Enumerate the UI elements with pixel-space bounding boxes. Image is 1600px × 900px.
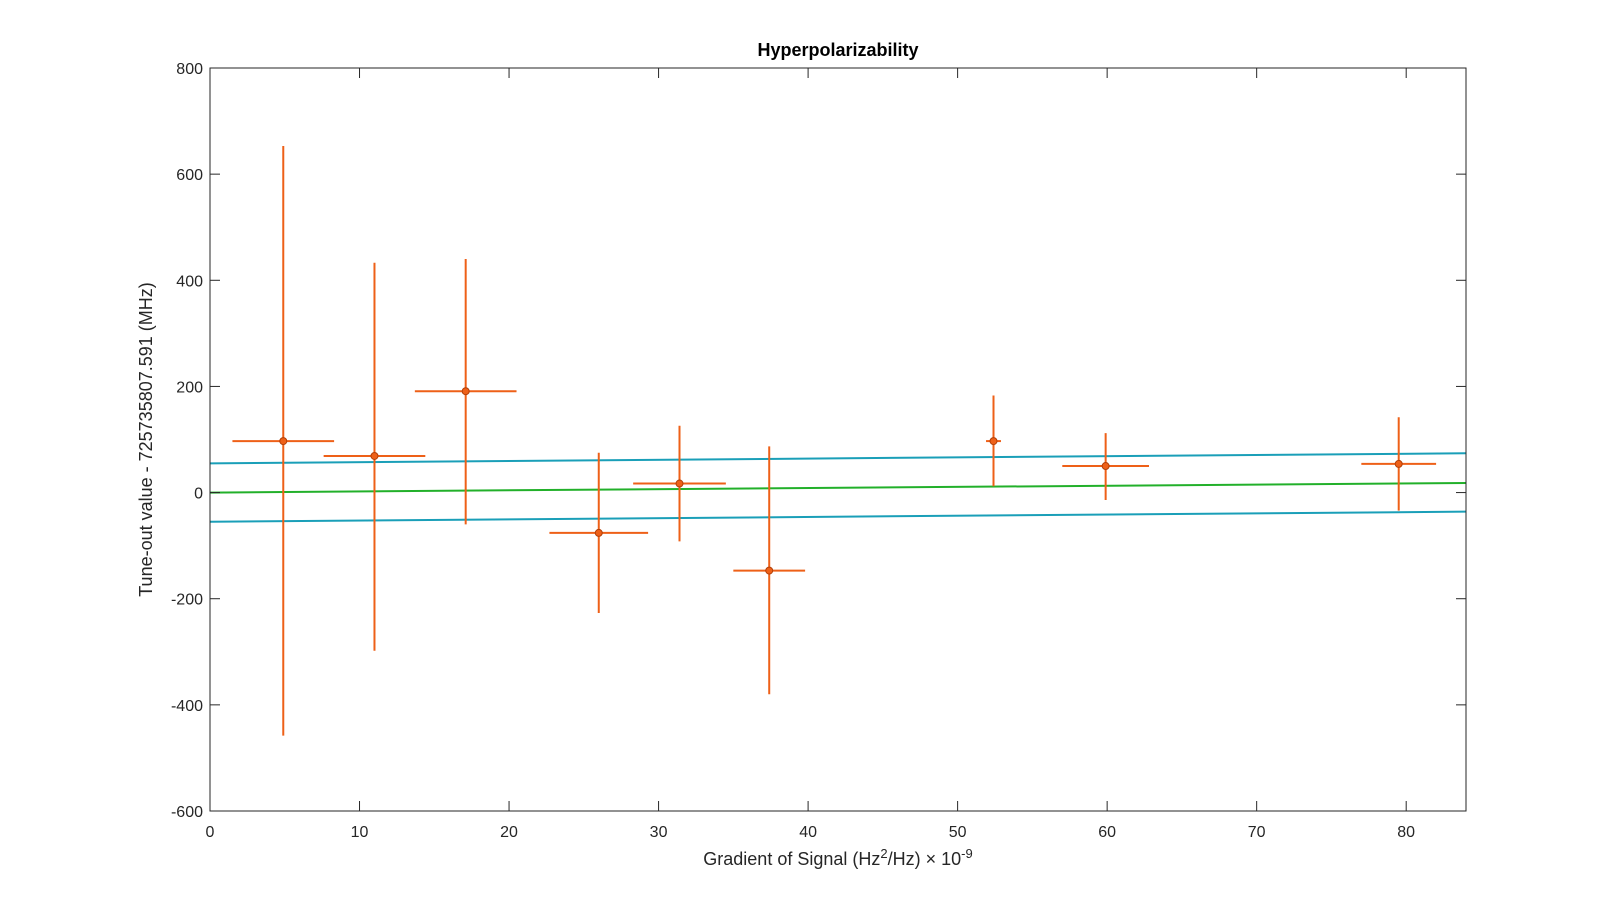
x-tick-label: 60 — [1098, 824, 1116, 841]
data-point — [461, 387, 470, 396]
y-tick-label: 600 — [176, 167, 203, 184]
data-point — [1394, 459, 1403, 468]
x-axis-label-base: 10 — [936, 849, 961, 869]
fit-line — [209, 482, 1467, 494]
x-axis-label-middle: /Hz) — [888, 849, 926, 869]
x-axis-label-prefix: Gradient of Signal (Hz — [703, 849, 880, 869]
data-point-group — [232, 146, 335, 736]
x-tick-label: 50 — [949, 824, 967, 841]
y-tick-label: -200 — [171, 592, 203, 609]
x-axis-label-sup: 2 — [880, 846, 887, 861]
fit-line — [209, 452, 1467, 465]
x-tick-label: 20 — [500, 824, 518, 841]
y-tick-label: 200 — [176, 379, 203, 396]
axes-box — [209, 67, 1467, 812]
chart-title: Hyperpolarizability — [757, 40, 918, 60]
data-point — [989, 437, 998, 446]
data-point — [594, 528, 603, 537]
x-tick-label: 40 — [799, 824, 817, 841]
y-tick-label: -600 — [171, 804, 203, 821]
fit-line — [209, 510, 1467, 523]
data-point-group — [549, 452, 649, 614]
plot-area — [209, 146, 1467, 736]
x-tick-label: 0 — [206, 824, 215, 841]
data-point — [675, 479, 684, 488]
data-point-group — [986, 395, 1001, 487]
data-point-group — [414, 259, 517, 525]
x-tick-label: 70 — [1248, 824, 1266, 841]
y-tick-label: 0 — [194, 486, 203, 503]
data-point — [279, 437, 288, 446]
data-point-group — [1361, 417, 1437, 511]
x-tick-label: 10 — [351, 824, 369, 841]
x-axis-label: Gradient of Signal (Hz2/Hz) × 10-9 — [703, 846, 972, 870]
x-axis-label-times: × — [926, 849, 937, 869]
data-point-group — [1062, 433, 1150, 501]
y-tick-label: 400 — [176, 273, 203, 290]
y-tick-label: -400 — [171, 698, 203, 715]
data-point — [1101, 462, 1110, 471]
x-axis-label-exp: -9 — [961, 846, 973, 861]
axis-ticks: 0 10 20 30 40 50 60 70 80 -600 -400 -200 0 200 400 600 8… — [171, 61, 1466, 841]
y-tick-label: 800 — [176, 61, 203, 78]
data-point — [370, 451, 379, 460]
data-point-group — [633, 425, 726, 542]
data-point-group — [323, 262, 426, 651]
data-point — [765, 566, 774, 575]
x-tick-label: 80 — [1397, 824, 1415, 841]
data-point-group — [733, 446, 806, 695]
y-axis-label: Tune-out value - 725735807.591 (MHz) — [136, 282, 156, 597]
x-tick-label: 30 — [650, 824, 668, 841]
